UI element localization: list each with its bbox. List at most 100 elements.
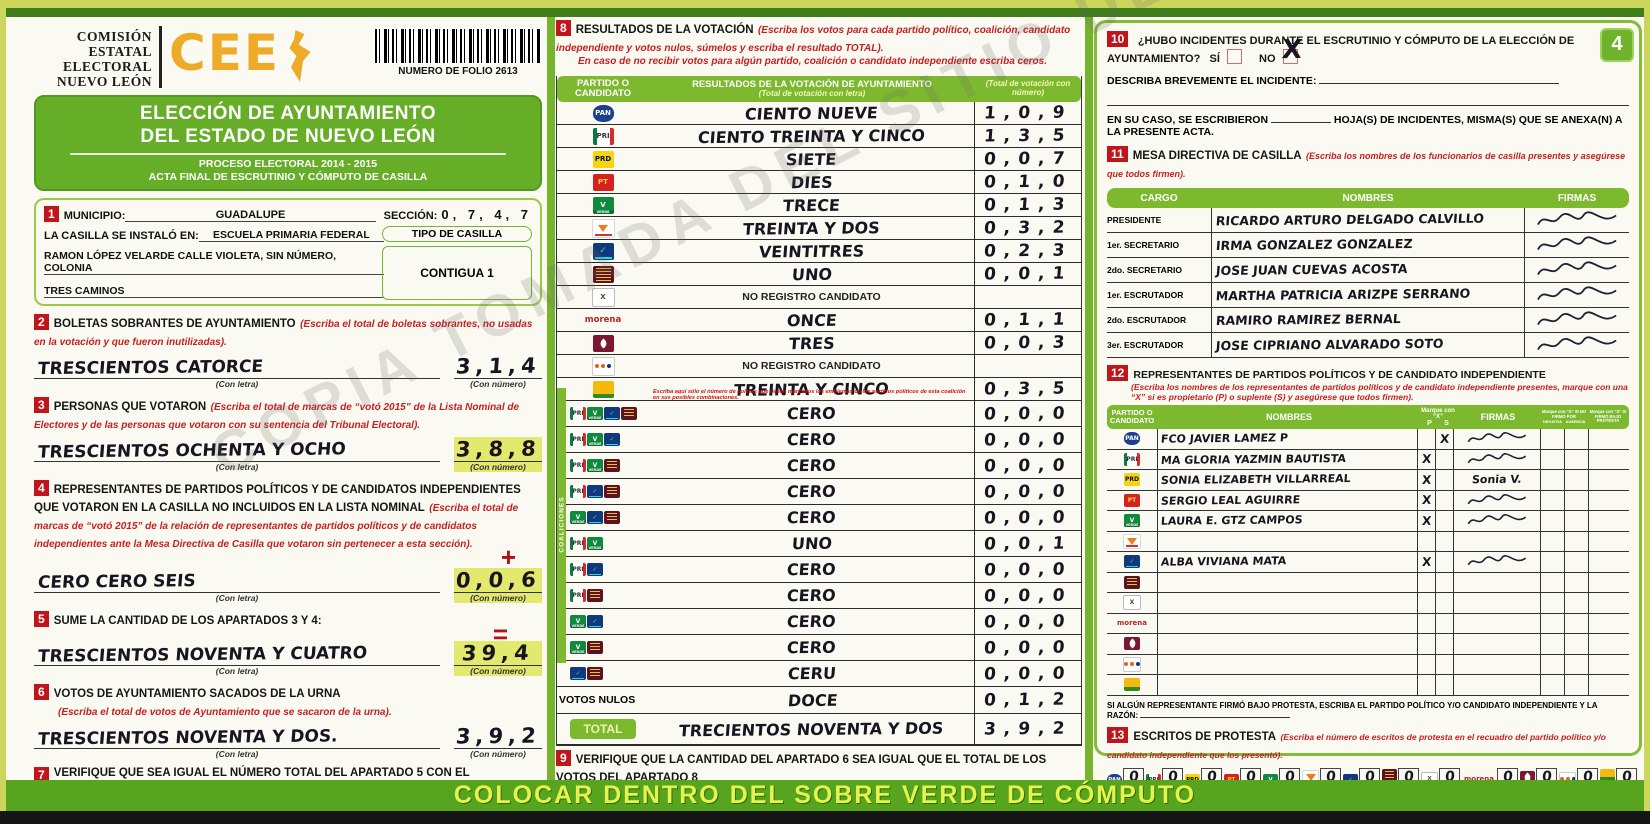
party-result-row: TRES 0,0,3 [557, 332, 1081, 355]
rep-ausencia-cell [1564, 593, 1588, 613]
results-table-header: PARTIDO O CANDIDATO RESULTADOS DE LA VOT… [557, 76, 1081, 102]
rep-negativa-cell [1540, 531, 1564, 552]
representantes-letra: CERO CERO SEIS [37, 571, 197, 594]
rep-firma-cell [1453, 429, 1540, 449]
org-line: ELECTORAL [62, 58, 152, 74]
total-numero-cell: 3,9,2 [974, 714, 1081, 744]
rep-row [1107, 675, 1629, 696]
rep-negativa-cell [1540, 552, 1564, 572]
section-6-title: VOTOS DE AYUNTAMIENTO SACADOS DE LA URNA [53, 688, 341, 701]
coalition-votes-words: CERO [786, 585, 837, 606]
mc-logo [1123, 533, 1141, 549]
coalition-numero-cell: 0,0,0 [974, 427, 1081, 452]
col-s: S [1444, 419, 1449, 427]
rep-row [1107, 634, 1629, 655]
col-cargo: CARGO [1140, 192, 1178, 204]
total-row: TOTAL TRECIENTOS NOVENTA Y DOS 3,9,2 [557, 714, 1081, 746]
verde-logo: V [587, 433, 603, 446]
prd-logo: PRD [1124, 473, 1140, 487]
con-numero-label: (Con número) [454, 666, 542, 677]
coalition-votes-words: CERO [786, 481, 837, 502]
org-line: NUEVO LEÓN [56, 73, 152, 89]
rep-s-mark: X [1439, 431, 1450, 446]
coalition-votes-number: 0,0,0 [982, 481, 1074, 502]
hojas-blank [1270, 122, 1331, 123]
rep-row: V LAURA E. GTZ CAMPOS X [1107, 511, 1629, 532]
funcionario-nombre: RAMIRO RAMIREZ BERNAL [1215, 311, 1402, 328]
verde-logo: V [570, 641, 586, 654]
rep-negativa-cell [1540, 572, 1564, 593]
party-logo-cell: X [557, 286, 649, 308]
rep-firma-cell: Sonia V. [1453, 470, 1540, 490]
section-8-number: 8 [556, 20, 571, 36]
coalition-letra-cell: CERO [649, 635, 974, 660]
coalition-numero-cell: 0,0,0 [974, 479, 1081, 504]
rep-nombre-cell [1157, 654, 1417, 675]
rep-party-logo-cell [1107, 634, 1157, 654]
party-votes-words: DIES [789, 172, 834, 192]
morena-logo: morena [1116, 619, 1147, 628]
cc-logo [604, 511, 620, 524]
party-letra-cell: TREINTA Y DOS [649, 217, 974, 239]
no-firmo-label: Marque con “X” SI NO FIRMÓ POR [1541, 409, 1587, 419]
col-ausencia: AUSENCIA [1565, 419, 1586, 424]
coalition-votes-words: CERO [786, 403, 837, 424]
section-1-number: 1 [44, 206, 59, 223]
nuevo-leon-state-icon [289, 30, 311, 82]
rep-firma-cell [1453, 593, 1540, 613]
section-6-votos-urna: 6 VOTOS DE AYUNTAMIENTO SACADOS DE LA URN… [34, 684, 542, 759]
party-votes-words: VEINTITRES [758, 240, 865, 262]
party-letra-cell: ONCE [649, 309, 974, 331]
rep-ausencia-cell [1564, 531, 1588, 552]
sobre-verde-banner: COLOCAR DENTRO DEL SOBRE VERDE DE CÓMPUT… [6, 780, 1644, 811]
coalition-votes-number: 0,0,0 [982, 637, 1074, 658]
rep-p-cell: X [1417, 470, 1435, 490]
rep-p-cell: X [1417, 449, 1435, 470]
cargo-cell: 3er. ESCRUTADOR [1107, 333, 1212, 357]
si-label: SÍ [1209, 53, 1220, 65]
pri-logo: PRI [570, 433, 586, 446]
rep-p-cell [1417, 675, 1435, 695]
coalition-numero-cell: 0,0,1 [974, 531, 1081, 556]
coalition-numero-cell: 0,0,0 [974, 583, 1081, 608]
party-logo-cell [557, 378, 649, 400]
prd-logo: PRD [592, 150, 614, 168]
cee-logo: CEE [169, 24, 281, 82]
col-numero-header: (Total de votación con número) [985, 79, 1071, 97]
section-10-title: ¿HUBO INCIDENTES DURANTE EL ESCRUTINIO Y… [1107, 35, 1574, 65]
rep-party-logo-cell: PT [1107, 491, 1157, 511]
section-6-instruction: (Escriba el total de votos de Ayuntamien… [58, 707, 392, 719]
party-numero-cell: 0,1,0 [974, 171, 1081, 193]
protesta-logo-cell [1600, 768, 1615, 786]
col-letra-title: RESULTADOS DE LA VOTACIÓN DE AYUNTAMIENT… [692, 78, 932, 90]
rep-nombre: MA GLORIA YAZMIN BAUTISTA [1160, 451, 1347, 467]
cc-logo [1382, 768, 1397, 781]
party-letra-cell: NO REGISTRO CANDIDATO [649, 286, 974, 308]
verde-logo: V [587, 459, 603, 472]
coalition-votes-words: CERO [786, 637, 837, 658]
party-logo-cell [557, 355, 649, 377]
firma-cell [1524, 208, 1629, 232]
pri-logo: PRI [570, 459, 586, 472]
results-table: PARTIDO O CANDIDATO RESULTADOS DE LA VOT… [556, 76, 1082, 746]
con-numero-label: (Con número) [470, 749, 526, 760]
party-letra-cell: VEINTITRES [649, 240, 974, 262]
party-letra-cell: CIENTO TREINTA Y CINCO [649, 125, 974, 147]
rep-nombre: ALBA VIVIANA MATA [1160, 554, 1287, 569]
party-logo-cell: V [557, 194, 649, 216]
nombre-cell: MARTHA PATRICIA ARIZPE SERRANO [1212, 286, 1524, 304]
con-letra-label: (Con letra) [215, 593, 259, 604]
coalition-result-row: V CERO 0,0,0 [557, 635, 1081, 661]
coalition-note: Escriba aquí sólo el número de boletas q… [653, 389, 966, 402]
rep-row [1107, 531, 1629, 553]
party-votes-words: TRES [787, 333, 836, 353]
party-result-row: PRD SIETE 0,0,7 [557, 148, 1081, 171]
section-10-incidentes: 10 ¿HUBO INCIDENTES DURANTE EL ESCRUTINI… [1107, 31, 1629, 138]
verde-logo: V [592, 196, 614, 214]
section-12-representantes: 12 REPRESENTANTES DE PARTIDOS POLÍTICOS Y… [1107, 365, 1629, 721]
party-logo-cell: ✓ [557, 240, 649, 262]
rep-nombre-cell: SONIA ELIZABETH VILLARREAL [1157, 470, 1417, 490]
party-votes-words: UNO [790, 264, 833, 284]
funcionario-nombre: IRMA GONZALEZ GONZALEZ [1215, 236, 1414, 254]
